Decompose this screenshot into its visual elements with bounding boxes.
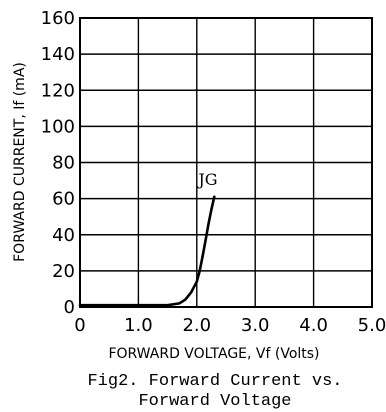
x-axis-label: FORWARD VOLTAGE, Vf (Volts) (108, 346, 319, 362)
y-tick-label: 60 (52, 189, 75, 210)
plot-frame (79, 17, 373, 308)
x-tick-label: 4.0 (299, 315, 328, 336)
figure-caption-line-1: Fig2. Forward Current vs. (87, 372, 342, 391)
x-tick-label: 1.0 (124, 315, 153, 336)
series-label-jg: JG (196, 170, 217, 189)
figure-caption-line-2: Forward Voltage (138, 392, 291, 411)
x-tick-label: 5.0 (358, 315, 386, 336)
x-tick-labels: 0 1.0 2.0 3.0 4.0 5.0 (74, 315, 386, 336)
y-tick-label: 0 (64, 297, 75, 318)
x-tick-label: 3.0 (241, 315, 270, 336)
y-tick-label: 160 (41, 8, 75, 29)
x-tick-label: 2.0 (182, 315, 211, 336)
x-tick-label: 0 (74, 315, 85, 336)
y-tick-label: 120 (41, 80, 75, 101)
grid (79, 17, 373, 308)
y-tick-label: 100 (41, 116, 75, 137)
y-tick-labels: 0 20 40 60 80 100 120 140 160 (41, 8, 75, 318)
y-tick-label: 20 (52, 261, 75, 282)
y-tick-label: 40 (52, 225, 75, 246)
y-axis-label: FORWARD CURRENT, If (mA) (12, 62, 28, 262)
series-line-jg (78, 195, 216, 307)
y-tick-label: 140 (41, 44, 75, 65)
y-tick-label: 80 (52, 153, 75, 174)
